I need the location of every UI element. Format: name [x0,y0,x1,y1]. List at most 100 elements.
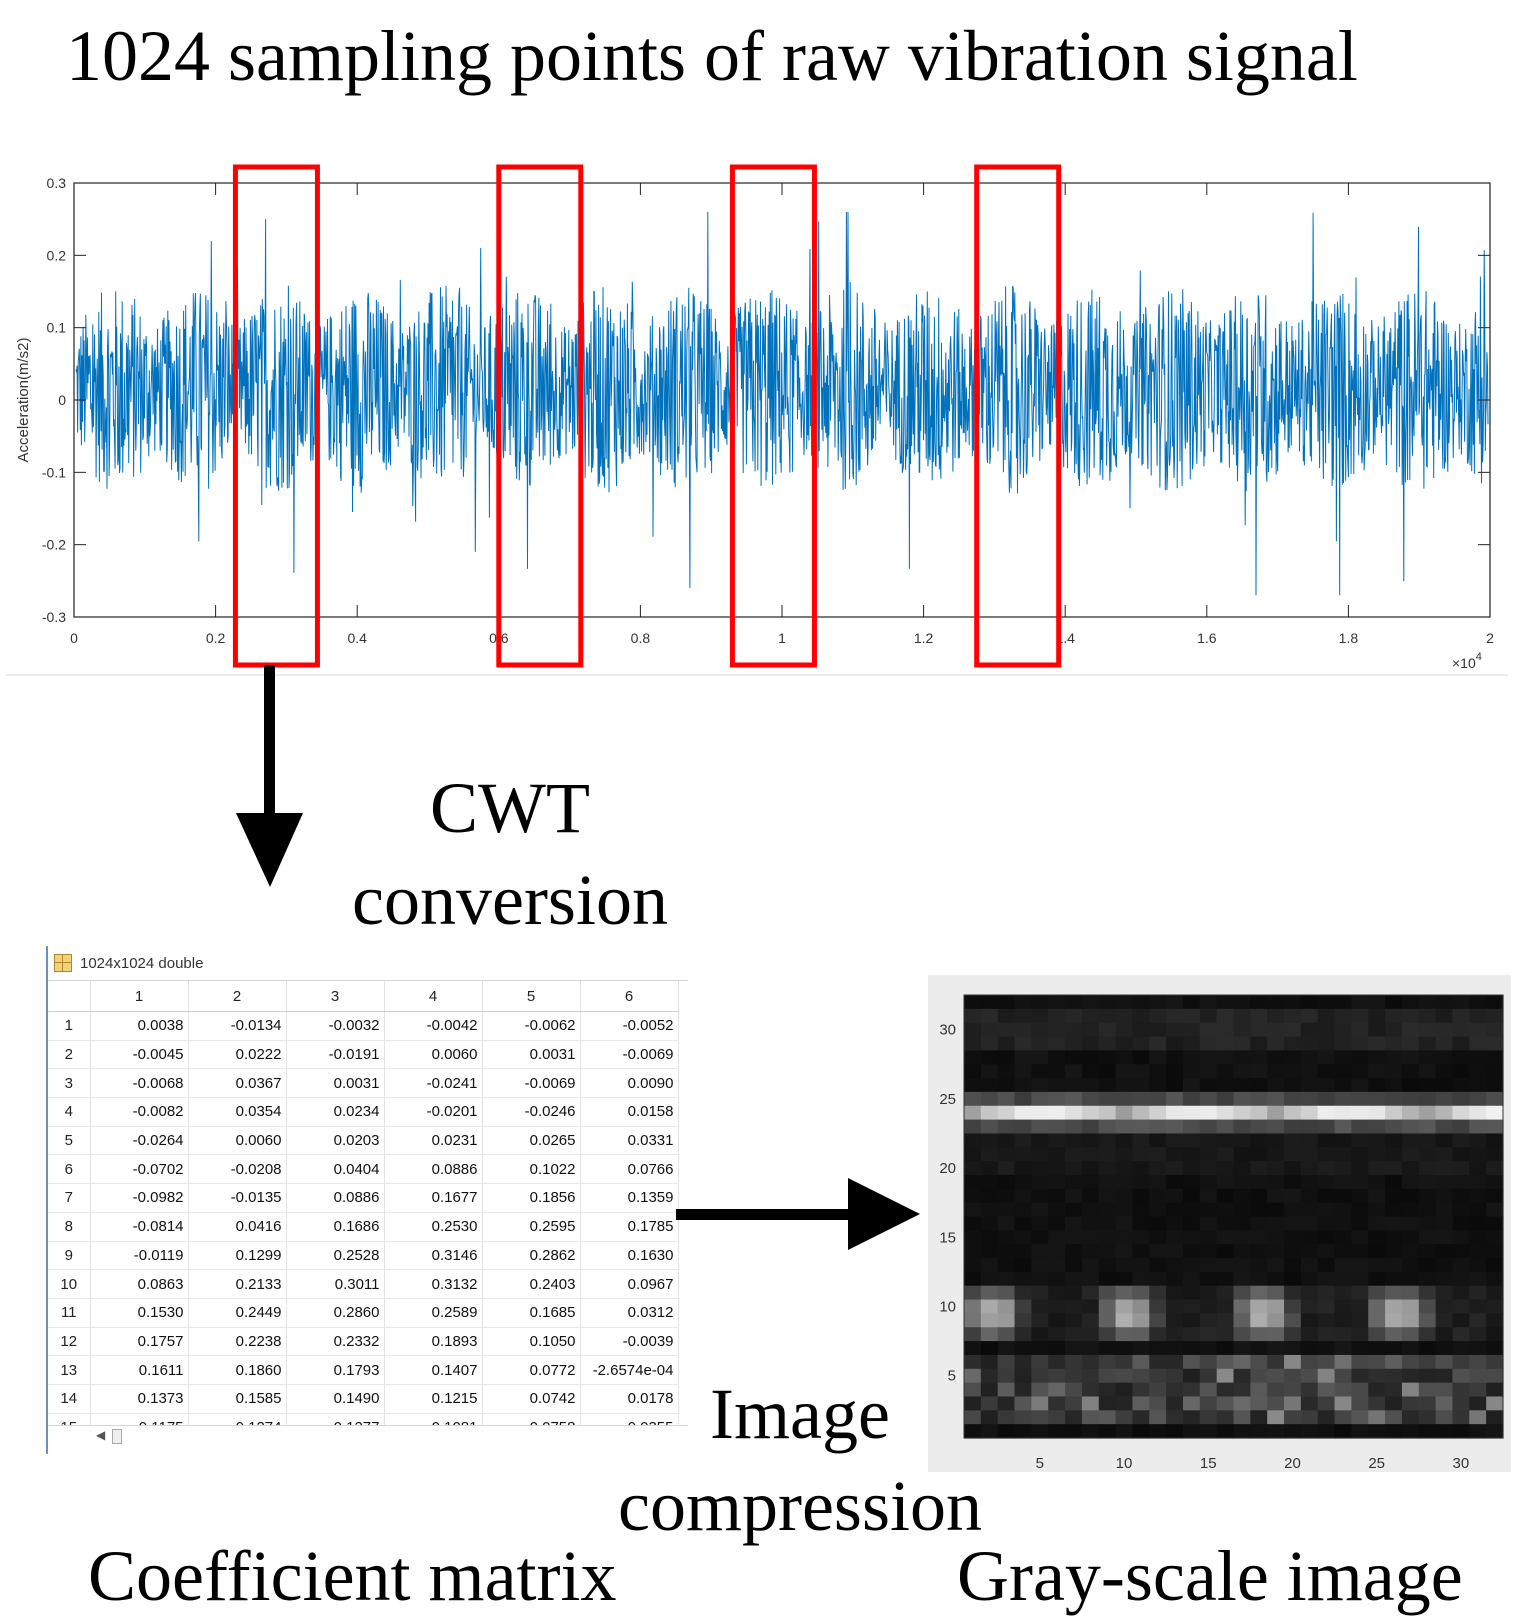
matrix-cell[interactable]: 0.3011 [286,1269,385,1299]
matrix-cell[interactable]: 0.3132 [384,1269,483,1299]
matrix-cell[interactable]: 0.1860 [188,1355,287,1385]
matrix-cell[interactable]: 0.0158 [580,1097,679,1127]
matrix-cell[interactable]: 0.1373 [90,1384,189,1414]
matrix-cell[interactable]: -0.0264 [90,1126,189,1156]
matrix-cell[interactable]: 0.2133 [188,1269,287,1299]
matrix-cell[interactable]: 0.1785 [580,1212,679,1242]
matrix-cell[interactable]: 0.2332 [286,1327,385,1357]
row-header[interactable]: 12 [48,1327,91,1357]
matrix-cell[interactable]: -0.0814 [90,1212,189,1242]
matrix-cell[interactable]: 0.1677 [384,1183,483,1213]
matrix-cell[interactable]: -0.0134 [188,1011,287,1041]
horizontal-scrollbar[interactable]: ◀ [48,1425,688,1446]
matrix-cell[interactable]: 0.2589 [384,1298,483,1328]
matrix-cell[interactable]: 0.1686 [286,1212,385,1242]
matrix-cell[interactable]: 0.0367 [188,1068,287,1099]
matrix-cell[interactable]: -0.0082 [90,1097,189,1127]
matrix-cell[interactable]: -0.0032 [286,1011,385,1041]
matrix-cell[interactable]: 0.1530 [90,1298,189,1328]
matrix-cell[interactable]: 0.0355 [580,1413,679,1425]
row-header[interactable]: 3 [48,1068,91,1099]
matrix-cell[interactable]: 0.0772 [482,1355,581,1385]
matrix-cell[interactable]: 0.0758 [482,1413,581,1425]
matrix-cell[interactable]: 0.2862 [482,1241,581,1271]
matrix-cell[interactable]: -0.0135 [188,1183,287,1213]
matrix-cell[interactable]: 0.0886 [286,1183,385,1213]
column-header[interactable]: 5 [482,981,581,1012]
matrix-cell[interactable]: 0.0265 [482,1126,581,1156]
matrix-cell[interactable]: -0.0201 [384,1097,483,1127]
matrix-cell[interactable]: 0.0203 [286,1126,385,1156]
row-header[interactable]: 10 [48,1269,91,1299]
matrix-cell[interactable]: 0.1685 [482,1298,581,1328]
matrix-cell[interactable]: 0.1215 [384,1384,483,1414]
row-header[interactable]: 5 [48,1126,91,1156]
matrix-cell[interactable]: 0.0404 [286,1154,385,1185]
matrix-cell[interactable]: 0.0038 [90,1011,189,1041]
row-header[interactable]: 1 [48,1011,91,1041]
matrix-cell[interactable]: 0.2238 [188,1327,287,1357]
matrix-cell[interactable]: 0.1793 [286,1355,385,1385]
scroll-left-icon[interactable]: ◀ [96,1428,106,1442]
matrix-cell[interactable]: 0.1856 [482,1183,581,1213]
matrix-cell[interactable]: 0.1175 [90,1413,189,1425]
matrix-cell[interactable]: -0.0062 [482,1011,581,1041]
matrix-cell[interactable]: 0.2528 [286,1241,385,1271]
matrix-cell[interactable]: 0.2595 [482,1212,581,1242]
matrix-cell[interactable]: 0.0331 [580,1126,679,1156]
matrix-cell[interactable]: -2.6574e-04 [580,1355,679,1385]
row-header[interactable]: 9 [48,1241,91,1271]
matrix-cell[interactable]: 0.2530 [384,1212,483,1242]
matrix-cell[interactable]: 0.0234 [286,1097,385,1127]
column-header[interactable]: 6 [580,981,679,1012]
matrix-cell[interactable]: 0.0312 [580,1298,679,1328]
row-header[interactable]: 11 [48,1298,91,1328]
matrix-cell[interactable]: 0.0060 [384,1040,483,1070]
matrix-cell[interactable]: 0.0060 [188,1126,287,1156]
matrix-cell[interactable]: -0.0045 [90,1040,189,1070]
row-header[interactable]: 8 [48,1212,91,1242]
matrix-cell[interactable]: 0.2860 [286,1298,385,1328]
matrix-cell[interactable]: 0.2449 [188,1298,287,1328]
matrix-cell[interactable]: 0.0090 [580,1068,679,1099]
row-header[interactable]: 13 [48,1355,91,1385]
matrix-cell[interactable]: -0.0069 [482,1068,581,1099]
matrix-cell[interactable]: -0.0191 [286,1040,385,1070]
matrix-cell[interactable]: 0.0967 [580,1269,679,1299]
matrix-cell[interactable]: 0.0031 [482,1040,581,1070]
row-header[interactable]: 14 [48,1384,91,1414]
matrix-cell[interactable]: 0.1630 [580,1241,679,1271]
matrix-cell[interactable]: 0.1050 [482,1327,581,1357]
row-header[interactable]: 6 [48,1154,91,1185]
matrix-cell[interactable]: 0.1299 [188,1241,287,1271]
matrix-cell[interactable]: -0.0119 [90,1241,189,1271]
column-header[interactable]: 3 [286,981,385,1012]
matrix-cell[interactable]: -0.0042 [384,1011,483,1041]
matrix-cell[interactable]: -0.0241 [384,1068,483,1099]
matrix-cell[interactable]: 0.1274 [188,1413,287,1425]
column-header[interactable]: 2 [188,981,287,1012]
matrix-cell[interactable]: -0.0069 [580,1040,679,1070]
matrix-cell[interactable]: 0.1893 [384,1327,483,1357]
row-header[interactable]: 7 [48,1183,91,1213]
matrix-cell[interactable]: 0.1407 [384,1355,483,1385]
matrix-cell[interactable]: 0.1757 [90,1327,189,1357]
matrix-cell[interactable]: 0.0231 [384,1126,483,1156]
matrix-cell[interactable]: -0.0982 [90,1183,189,1213]
matrix-cell[interactable]: 0.1359 [580,1183,679,1213]
matrix-cell[interactable]: -0.0246 [482,1097,581,1127]
matrix-cell[interactable]: 0.0742 [482,1384,581,1414]
matrix-cell[interactable]: 0.2403 [482,1269,581,1299]
matrix-cell[interactable]: 0.0886 [384,1154,483,1185]
matrix-cell[interactable]: 0.0863 [90,1269,189,1299]
matrix-cell[interactable]: 0.1611 [90,1355,189,1385]
matrix-cell[interactable]: 0.0416 [188,1212,287,1242]
matrix-cell[interactable]: 0.1490 [286,1384,385,1414]
matrix-cell[interactable]: -0.0052 [580,1011,679,1041]
matrix-cell[interactable]: 0.0222 [188,1040,287,1070]
row-header[interactable]: 15 [48,1413,91,1425]
column-header[interactable]: 4 [384,981,483,1012]
matrix-cell[interactable]: 0.3146 [384,1241,483,1271]
matrix-cell[interactable]: 0.1585 [188,1384,287,1414]
